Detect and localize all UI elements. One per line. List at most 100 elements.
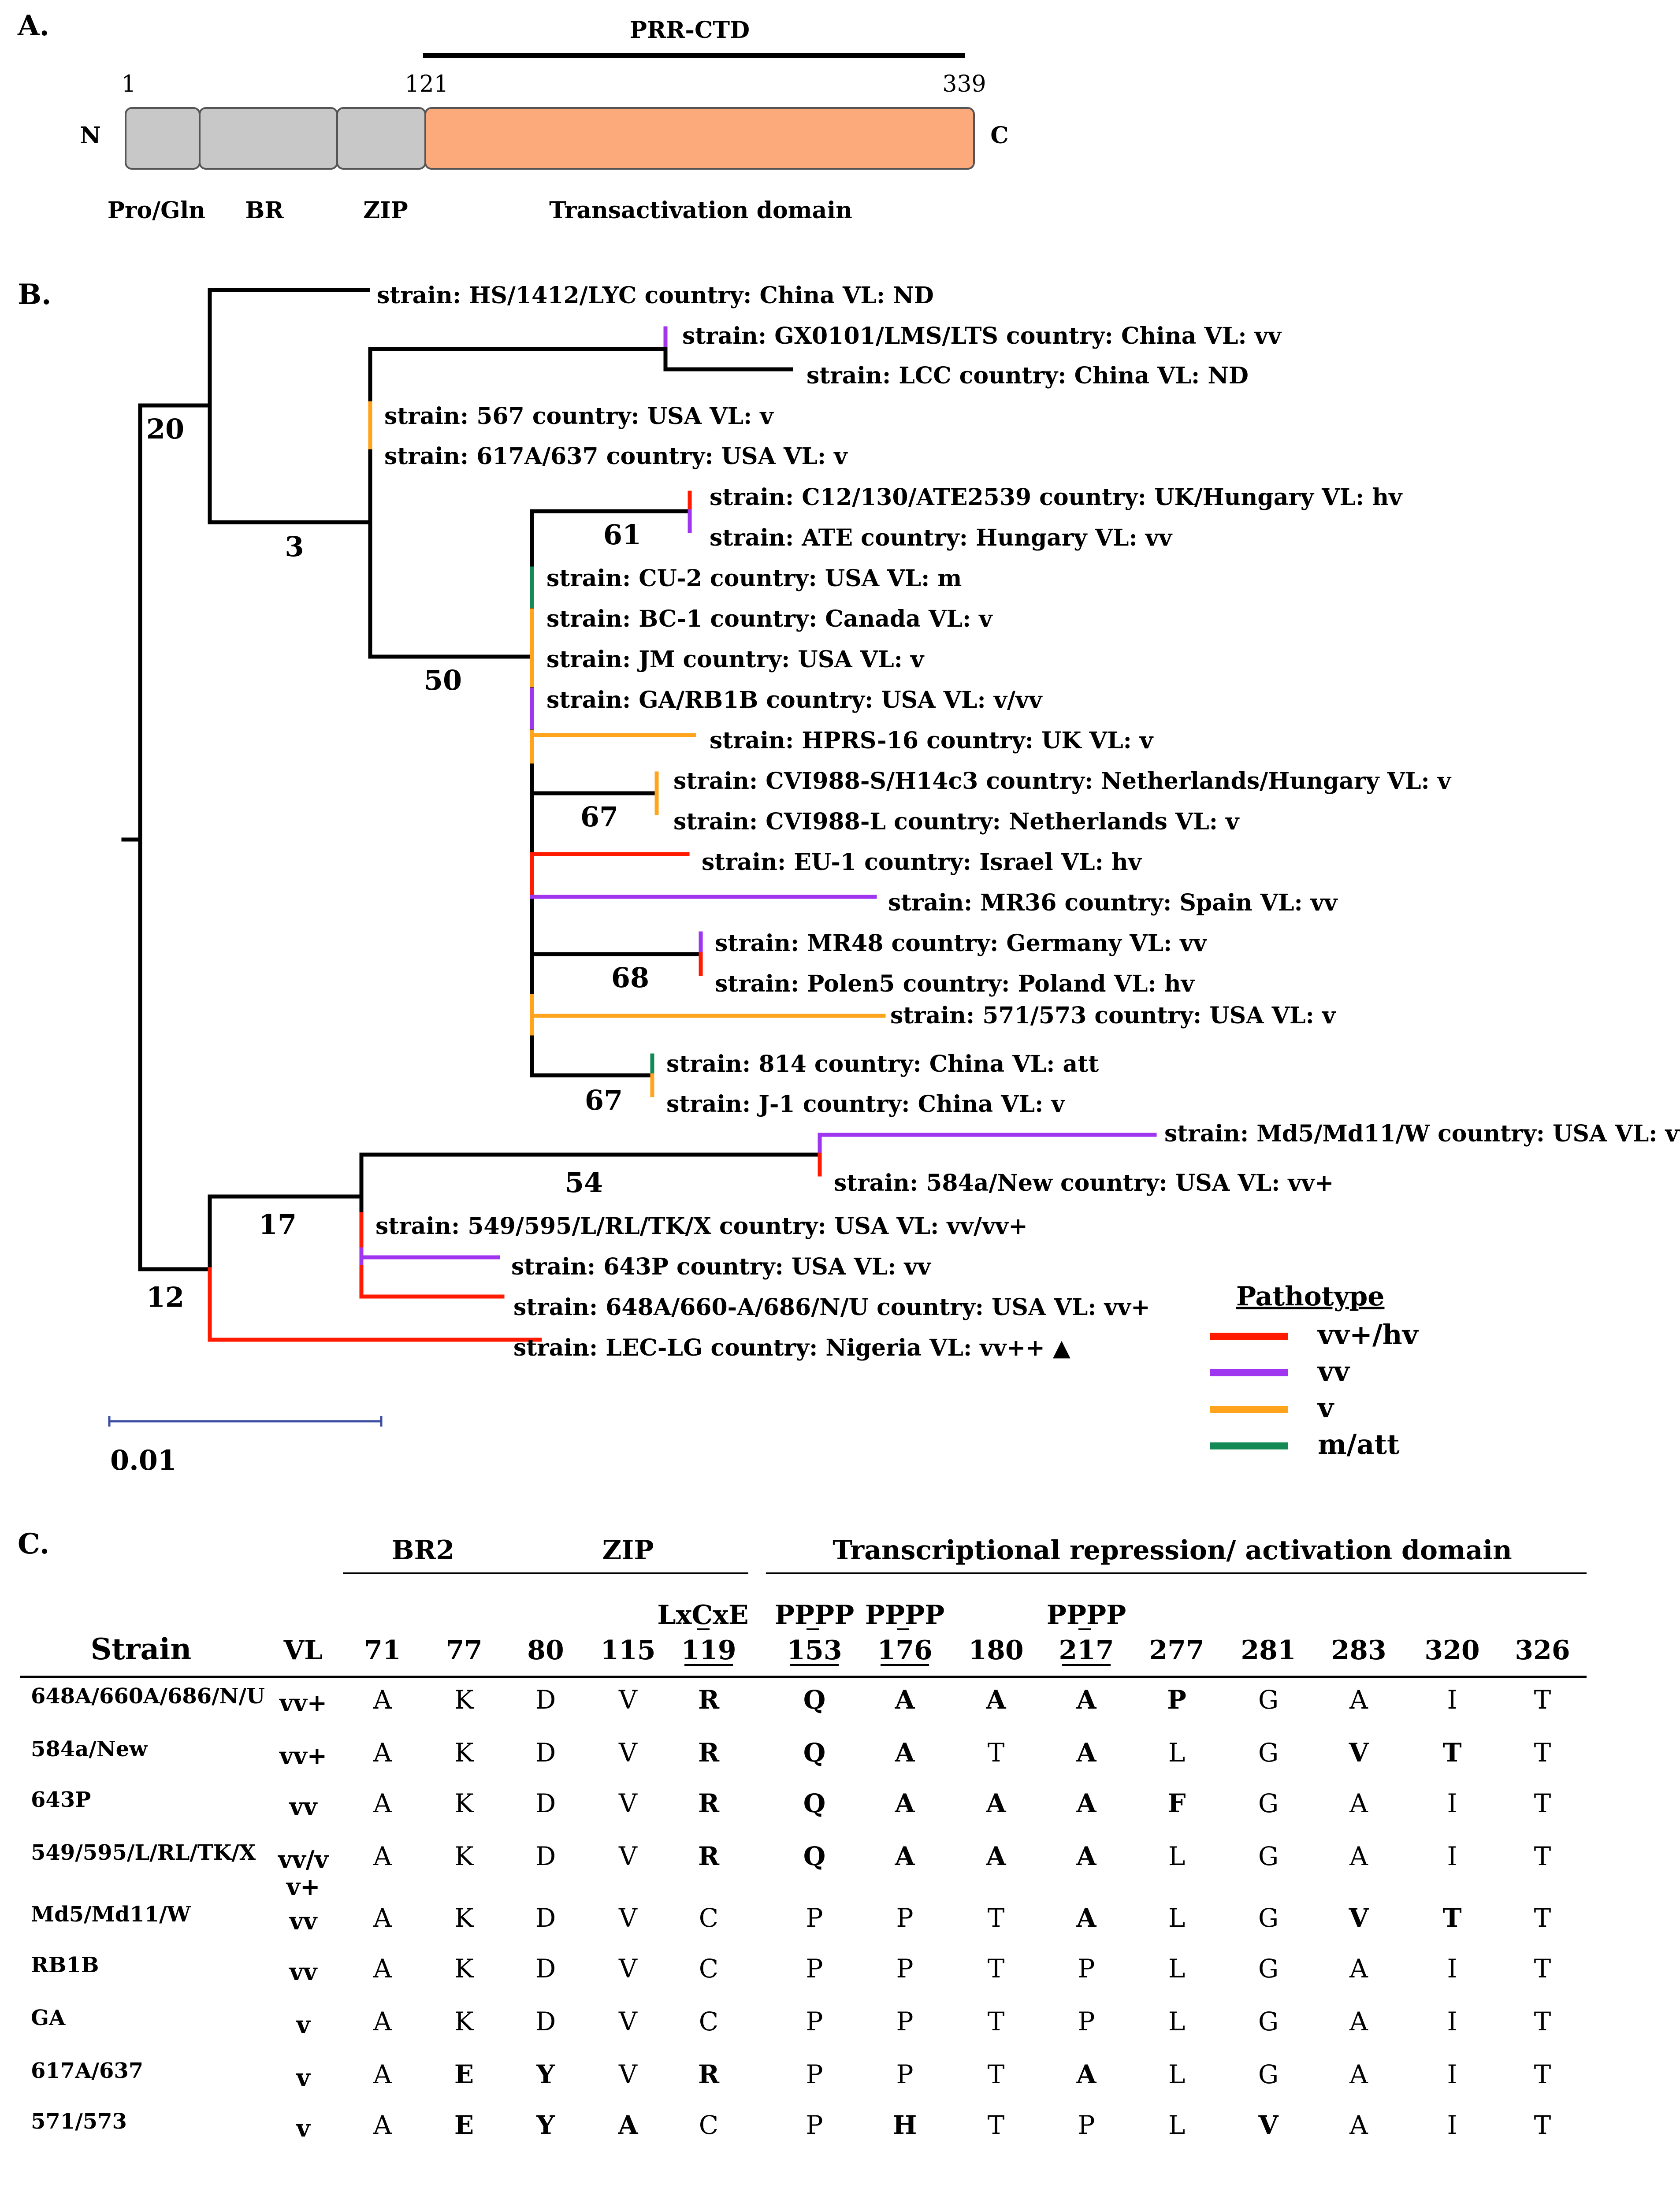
tip-label: strain: 584a/New country: USA VL: vv+ [834, 1170, 1334, 1197]
tip-label: strain: 571/573 country: USA VL: v [890, 1002, 1336, 1029]
panel-a-label: A. [17, 9, 49, 42]
residue-cell: T [1442, 1738, 1461, 1768]
strain-name: RB1B [31, 1953, 99, 1977]
position-header: 77 [446, 1635, 483, 1666]
tip-label: strain: BC-1 country: Canada VL: v [546, 606, 993, 632]
residue-cell: D [535, 1903, 556, 1933]
residue-cell: P [806, 2007, 823, 2036]
tip-label: strain: J-1 country: China VL: v [666, 1091, 1065, 1118]
residue-cell: T [1534, 1788, 1551, 1818]
virulence-level: vv+ [279, 1689, 327, 1717]
residue-cell: T [1534, 1903, 1551, 1933]
position-339: 339 [942, 71, 986, 97]
residue-cell: I [1447, 1685, 1457, 1715]
tip-label: strain: 814 country: China VL: att [666, 1051, 1099, 1078]
panel-c: C. BR2 ZIP Transcriptional repression/ a… [18, 1527, 1587, 2142]
strain-name: Md5/Md11/W [31, 1902, 191, 1927]
tip-label: strain: ATE country: Hungary VL: vv [710, 524, 1173, 551]
residue-cell: T [1534, 2059, 1551, 2089]
residue-cell: H [893, 2110, 917, 2140]
tip-label: strain: 648A/660-A/686/N/U country: USA … [513, 1294, 1150, 1321]
residue-cell: T [1534, 1685, 1551, 1715]
panel-c-label: C. [18, 1527, 49, 1561]
bootstrap-value: 20 [146, 413, 184, 445]
residue-cell: P [806, 1954, 823, 1984]
position-header: 153 [787, 1635, 842, 1666]
virulence-level: vv [289, 1792, 318, 1821]
table-row: 571/573 v A E Y A C P H T P L V A I T [31, 2109, 1551, 2142]
residue-cell: Q [803, 1738, 826, 1768]
residue-cell: A [373, 1738, 392, 1768]
br-label: BR [245, 197, 284, 224]
residue-cell: V [618, 1903, 638, 1933]
residue-cell: A [373, 1841, 392, 1871]
residue-cell: G [1258, 1954, 1279, 1984]
pro-gln-box [125, 107, 201, 170]
strain-name: GA [31, 2006, 66, 2030]
residue-cell: A [894, 1685, 915, 1715]
virulence-level: v [296, 2063, 311, 2092]
tip-label: strain: 549/595/L/RL/TK/X country: USA V… [375, 1213, 1028, 1240]
residue-cell: T [988, 2059, 1005, 2089]
tree-branches [121, 288, 1157, 1342]
residue-cell: A [373, 1788, 392, 1818]
scale-bar-label: 0.01 [110, 1444, 177, 1476]
tip-label: strain: 643P country: USA VL: vv [511, 1253, 932, 1280]
table-row: GA v A K D V C P P T P L G A I T [31, 2006, 1551, 2039]
residue-cell: T [988, 2007, 1005, 2036]
bootstrap-value: 12 [146, 1281, 184, 1313]
residue-cell: G [1258, 1903, 1279, 1933]
residue-cell: Q [803, 1841, 826, 1871]
bootstrap-value: 61 [603, 519, 641, 551]
residue-cell: P [1078, 1954, 1095, 1984]
residue-cell: Y [536, 2110, 555, 2140]
residue-cell: G [1258, 1738, 1279, 1768]
residue-cell: A [373, 2007, 392, 2036]
residue-cell: A [1349, 1954, 1368, 1984]
residue-cell: A [894, 1738, 915, 1768]
table-row: RB1B vv A K D V C P P T P L G A I T [31, 1953, 1551, 1986]
virulence-level: v [296, 2010, 311, 2039]
motif-lxcxe: LxCxE [657, 1600, 748, 1631]
residue-cell: A [617, 2110, 638, 2140]
bootstrap-value: 3 [285, 531, 304, 563]
residue-cell: T [1534, 1954, 1551, 1984]
residue-cell: C [699, 1903, 718, 1933]
residue-cell: P [896, 1954, 913, 1984]
residue-cell: I [1447, 2007, 1457, 2036]
table-row: 648A/660A/686/N/U vv+ A K D V R Q A A A P G A I T [31, 1684, 1551, 1717]
tip-label: strain: MR36 country: Spain VL: vv [888, 889, 1338, 916]
residue-cell: D [535, 1738, 556, 1768]
table-row: Md5/Md11/W vv A K D V C P P T A L G V T T [31, 1902, 1551, 1935]
residue-cell: R [698, 1841, 720, 1871]
header-strain: Strain [91, 1632, 192, 1666]
residue-cell: K [454, 1685, 474, 1715]
residue-cell: R [698, 1738, 720, 1768]
tip-label: strain: LCC country: China VL: ND [807, 362, 1249, 389]
residue-cell: G [1258, 2007, 1279, 2036]
residue-cell: L [1168, 2110, 1186, 2140]
residue-cell: G [1258, 1841, 1279, 1871]
tip-label: strain: 617A/637 country: USA VL: v [384, 443, 848, 470]
residue-cell: K [454, 1788, 474, 1818]
legend-label: vv+/hv [1317, 1319, 1419, 1351]
residue-cell: V [618, 1841, 638, 1871]
residue-cell: V [618, 2007, 638, 2036]
residue-cell: K [454, 1954, 474, 1984]
table-row: 643P vv A K D V R Q A A A F G A I T [31, 1787, 1551, 1821]
residue-cell: A [1076, 1903, 1096, 1933]
tip-label: strain: HS/1412/LYC country: China VL: N… [377, 282, 934, 309]
tip-label: strain: EU-1 country: Israel VL: hv [702, 849, 1142, 876]
residue-cell: R [698, 1788, 720, 1818]
strain-name: 643P [31, 1787, 91, 1812]
tip-label: strain: LEC-LG country: Nigeria VL: vv++… [513, 1334, 1070, 1361]
residue-cell: D [535, 1788, 556, 1818]
residue-cell: P [1078, 2007, 1095, 2036]
residue-cell: D [535, 1685, 556, 1715]
legend-label: v [1317, 1392, 1334, 1424]
virulence-level: vv/v [278, 1845, 329, 1873]
bootstrap-value: 17 [259, 1208, 297, 1241]
tip-label: strain: GA/RB1B country: USA VL: v/vv [546, 687, 1043, 713]
residue-cell: I [1447, 2059, 1457, 2089]
group-zip: ZIP [602, 1535, 654, 1566]
